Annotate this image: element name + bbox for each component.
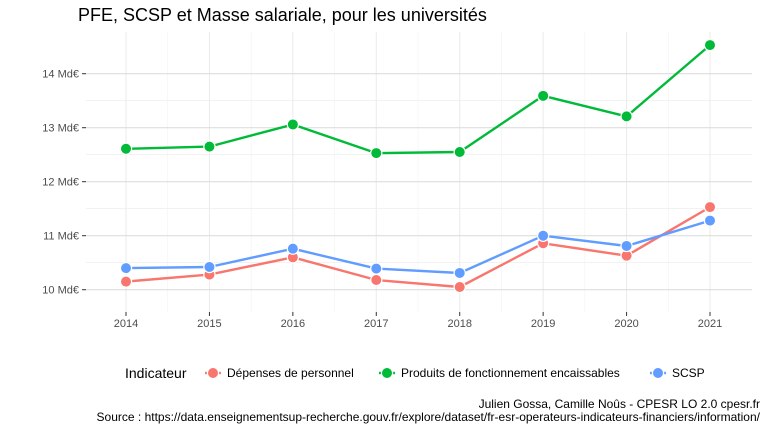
y-tick-label: 11 Md€ bbox=[43, 231, 79, 243]
data-point bbox=[536, 229, 550, 242]
y-tick-label: 12 Md€ bbox=[42, 177, 79, 189]
series-line-2 bbox=[125, 219, 711, 275]
data-point bbox=[703, 200, 717, 214]
data-point bbox=[620, 239, 633, 253]
data-point bbox=[370, 262, 383, 275]
data-point bbox=[370, 146, 383, 160]
legend-label: Produits de fonctionnement encaissables bbox=[401, 366, 620, 380]
x-tick-label: 2014 bbox=[114, 318, 138, 330]
caption-source: Source : https://data.enseignementsup-re… bbox=[97, 410, 761, 424]
legend-label: Dépenses de personnel bbox=[227, 366, 354, 380]
y-tick-label: 14 Md€ bbox=[42, 69, 79, 81]
data-point bbox=[286, 118, 300, 131]
x-axis-tick-labels: 2014 2015 2016 2017 2018 2019 2020 2021 bbox=[114, 312, 722, 330]
y-axis-tick-labels: 10 Md€ 11 Md€ 12 Md€ 13 Md€ 14 Md€ bbox=[42, 69, 86, 297]
x-tick-label: 2015 bbox=[197, 318, 221, 330]
data-point bbox=[286, 242, 300, 255]
x-tick-label: 2016 bbox=[281, 318, 305, 330]
data-point bbox=[119, 142, 133, 155]
x-tick-label: 2021 bbox=[698, 318, 722, 330]
legend-title: Indicateur bbox=[125, 365, 187, 381]
legend-label: SCSP bbox=[672, 366, 705, 380]
data-point bbox=[703, 214, 717, 227]
gridlines bbox=[86, 32, 752, 312]
series-line-1 bbox=[125, 44, 711, 155]
caption-authors: Julien Gossa, Camille Noûs - CPESR LO 2.… bbox=[479, 397, 760, 411]
data-point bbox=[620, 110, 633, 123]
data-point bbox=[536, 89, 550, 103]
data-point bbox=[453, 280, 466, 294]
legend-key-point bbox=[651, 366, 665, 380]
y-tick-label: 10 Md€ bbox=[42, 285, 79, 297]
series-points bbox=[119, 38, 717, 294]
legend-key-point bbox=[380, 366, 394, 380]
data-point bbox=[119, 275, 133, 288]
data-point bbox=[453, 145, 466, 159]
x-tick-label: 2020 bbox=[614, 318, 638, 330]
data-point bbox=[453, 266, 466, 280]
data-point bbox=[703, 38, 717, 52]
data-point bbox=[119, 261, 133, 275]
legend: Indicateur Dépenses de personnel Produits… bbox=[125, 365, 705, 381]
x-tick-label: 2017 bbox=[364, 318, 388, 330]
series-line-0 bbox=[125, 206, 711, 289]
data-point bbox=[203, 260, 216, 274]
legend-key-point bbox=[206, 366, 220, 380]
chart-title: PFE, SCSP et Masse salariale, pour les u… bbox=[78, 5, 487, 25]
series-lines bbox=[125, 44, 711, 289]
data-point bbox=[203, 140, 216, 153]
x-tick-label: 2018 bbox=[447, 318, 471, 330]
data-point bbox=[370, 273, 383, 287]
y-tick-label: 13 Md€ bbox=[42, 123, 79, 135]
x-tick-label: 2019 bbox=[531, 318, 555, 330]
